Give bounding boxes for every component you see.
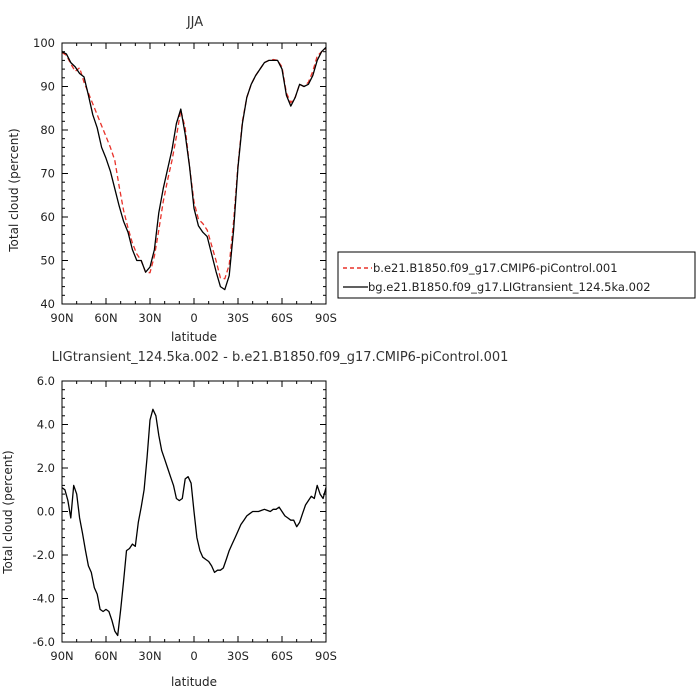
top-y-tick-label: 80 (40, 123, 55, 137)
legend-label-LIGtransient: bg.e21.B1850.f09_g17.LIGtransient_124.5k… (368, 280, 651, 294)
top-series-line-1 (61, 46, 327, 291)
bottom-y-tick-label: 2.0 (37, 461, 55, 475)
top-y-tick-label: 100 (33, 36, 55, 50)
top-chart-xlabel: latitude (171, 330, 217, 344)
top-x-tick-label: 90N (50, 311, 73, 325)
bottom-y-tick-label: -6.0 (33, 635, 55, 649)
bottom-x-tick-label: 0 (190, 649, 197, 663)
bottom-x-tick-label: 60S (271, 649, 293, 663)
bottom-chart-ylabel: Total cloud (percent) (1, 450, 15, 574)
top-x-tick-label: 60S (271, 311, 293, 325)
bottom-y-tick-label: 4.0 (37, 418, 55, 432)
top-chart-tick-labels: 90N 60N 30N 0 30S 60S 90S 40 50 60 70 80 90 100 (33, 36, 337, 325)
top-x-tick-label: 90S (315, 311, 337, 325)
top-y-tick-label: 60 (40, 210, 55, 224)
top-y-tick-label: 40 (40, 297, 55, 311)
bottom-y-tick-label: -4.0 (33, 592, 55, 606)
top-chart: JJA 90N 60N 30N 0 30S 60S 90S 40 50 60 70 80 90 100 l… (7, 15, 337, 344)
top-x-tick-label: 30N (138, 311, 161, 325)
bottom-chart-frame (61, 380, 327, 643)
top-chart-series-lines (61, 46, 327, 291)
top-x-tick-label: 60N (94, 311, 117, 325)
top-y-tick-label: 70 (40, 167, 55, 181)
top-y-tick-label: 50 (40, 254, 55, 268)
top-chart-ticks (61, 42, 327, 305)
bottom-x-tick-label: 90N (50, 649, 73, 663)
bottom-y-tick-label: 6.0 (37, 374, 55, 388)
bottom-x-tick-label: 30S (227, 649, 249, 663)
bottom-chart: LIGtransient_124.5ka.002 - b.e21.B1850.f… (1, 350, 508, 689)
legend: b.e21.B1850.f09_g17.CMIP6-piControl.001 … (337, 251, 696, 299)
bottom-chart-tick-labels: 90N 60N 30N 0 30S 60S 90S -6.0 -4.0 -2.0 0.0 2.0 4.0… (33, 374, 337, 663)
bottom-y-tick-label: 0.0 (37, 505, 55, 519)
bottom-y-tick-label: -2.0 (33, 548, 55, 562)
top-chart-title: JJA (186, 15, 203, 30)
bottom-chart-series-lines (61, 408, 327, 637)
top-y-tick-label: 90 (40, 80, 55, 94)
bottom-x-tick-label: 60N (94, 649, 117, 663)
bottom-chart-xlabel: latitude (171, 675, 217, 689)
bottom-x-tick-label: 30N (138, 649, 161, 663)
bottom-series-line-0 (61, 408, 327, 637)
legend-box (337, 251, 696, 299)
top-series-line-0 (61, 48, 327, 280)
top-chart-ylabel: Total cloud (percent) (7, 128, 21, 252)
bottom-chart-title: LIGtransient_124.5ka.002 - b.e21.B1850.f… (52, 350, 509, 365)
legend-label-piControl: b.e21.B1850.f09_g17.CMIP6-piControl.001 (373, 261, 618, 275)
bottom-x-tick-label: 90S (315, 649, 337, 663)
top-x-tick-label: 0 (190, 311, 197, 325)
top-chart-frame (61, 42, 327, 305)
top-x-tick-label: 30S (227, 311, 249, 325)
